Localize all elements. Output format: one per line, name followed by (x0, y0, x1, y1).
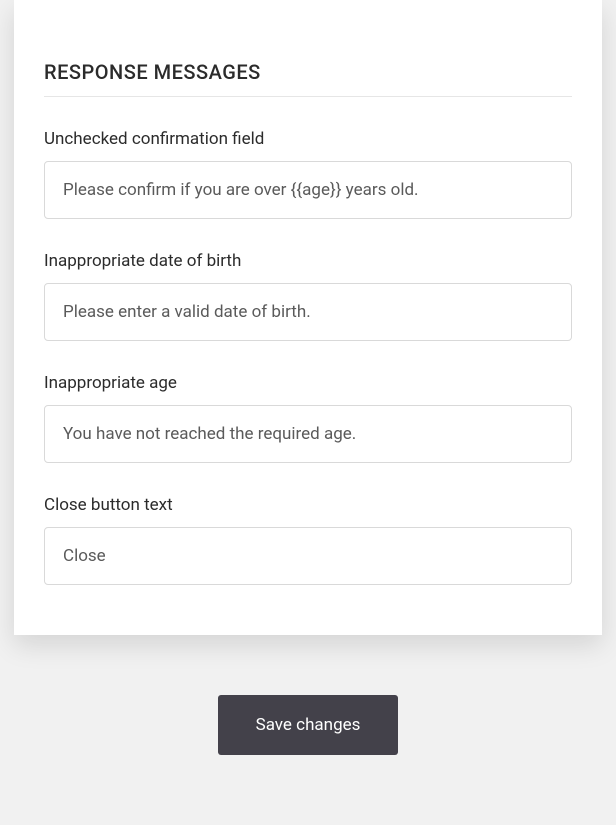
input-close-button-text[interactable] (44, 527, 572, 585)
save-changes-button[interactable]: Save changes (218, 695, 399, 755)
settings-card: RESPONSE MESSAGES Unchecked confirmation… (14, 0, 602, 635)
label-inappropriate-age: Inappropriate age (44, 373, 572, 393)
field-close-button-text: Close button text (44, 495, 572, 585)
label-unchecked-confirmation: Unchecked confirmation field (44, 129, 572, 149)
input-inappropriate-age[interactable] (44, 405, 572, 463)
card-top-space (44, 0, 572, 60)
section-title: RESPONSE MESSAGES (44, 60, 572, 97)
save-button-container: Save changes (0, 695, 616, 755)
input-inappropriate-dob[interactable] (44, 283, 572, 341)
label-close-button-text: Close button text (44, 495, 572, 515)
field-unchecked-confirmation: Unchecked confirmation field (44, 129, 572, 219)
field-inappropriate-dob: Inappropriate date of birth (44, 251, 572, 341)
input-unchecked-confirmation[interactable] (44, 161, 572, 219)
label-inappropriate-dob: Inappropriate date of birth (44, 251, 572, 271)
field-inappropriate-age: Inappropriate age (44, 373, 572, 463)
